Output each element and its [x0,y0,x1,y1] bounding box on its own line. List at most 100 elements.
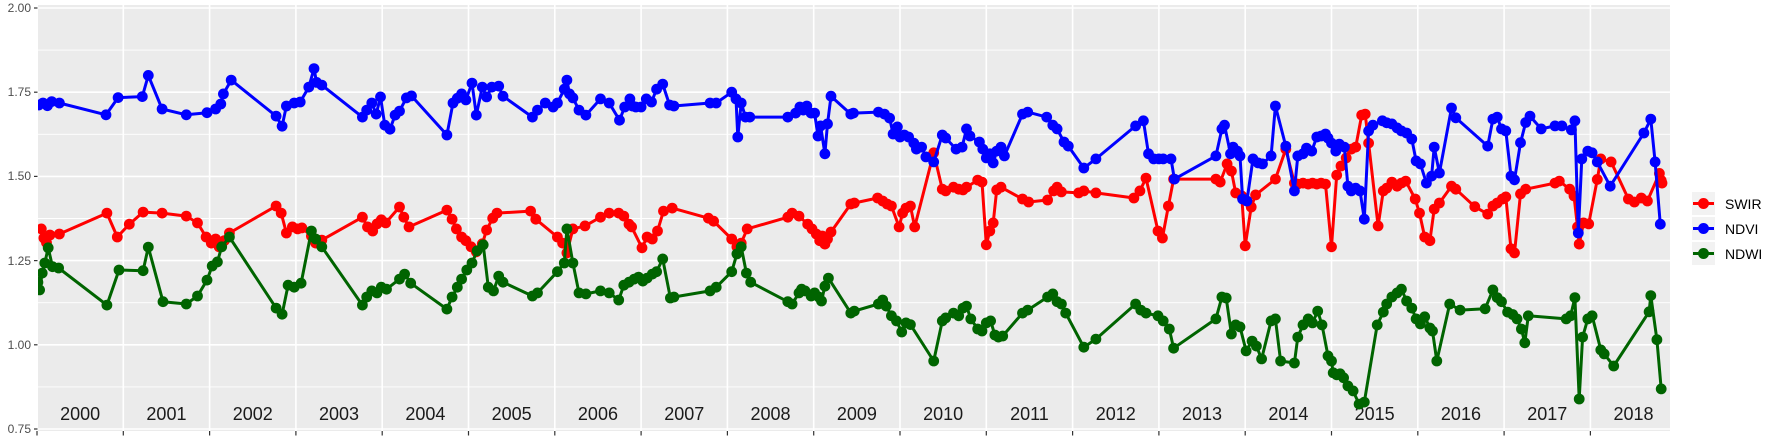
data-point-ndwi [157,296,169,308]
data-point-ndvi [1654,218,1666,230]
data-point-ndwi [1479,303,1491,315]
x-axis-label: 2005 [492,404,532,424]
data-point-ndwi [965,313,977,325]
legend-dot-icon [1698,198,1709,209]
data-point-ndwi [1598,348,1610,360]
data-point-swir [1078,185,1090,197]
data-point-ndwi [1312,305,1324,317]
data-point-swir [976,176,988,188]
data-point-swir [1326,241,1337,253]
data-point-ndwi [567,257,579,269]
y-axis-label: 1.50 [7,169,31,184]
data-point-ndvi [308,63,320,74]
data-point-swir [1434,197,1445,209]
data-point-swir [1157,232,1168,244]
data-point-ndwi [976,325,988,337]
x-axis-label: 2001 [146,404,186,424]
data-point-ndwi [819,280,831,292]
data-point-ndvi [54,97,65,109]
data-point-ndvi [916,141,927,153]
data-point-ndwi [192,290,203,302]
data-point-ndwi [613,294,625,306]
data-point-ndwi [1651,334,1663,346]
data-point-ndwi [657,253,669,265]
data-point-swir [403,221,415,233]
legend-label-ndwi: NDWI [1725,245,1763,262]
data-point-swir [1500,191,1512,203]
data-point-ndwi [53,262,64,274]
data-point-ndvi [552,97,563,109]
x-axis-label: 2016 [1441,404,1481,424]
x-axis-label: 2006 [578,404,618,424]
data-point-ndwi [357,299,368,311]
data-point-ndwi [1573,393,1585,405]
data-point-ndvi [384,123,396,135]
data-point-swir [658,205,669,217]
data-point-ndwi [1210,313,1222,325]
data-point-swir [1424,235,1436,247]
data-point-swir [1520,183,1532,195]
data-point-ndvi [1566,124,1577,136]
data-point-ndvi [1556,120,1568,132]
data-point-ndvi [892,121,903,133]
legend-key-ndwi-icon [1692,242,1715,265]
data-point-swir [1335,160,1347,172]
data-point-swir [275,207,287,219]
data-point-ndvi [180,109,192,121]
data-point-ndwi [1645,290,1657,301]
x-axis-label: 2012 [1096,404,1136,424]
x-axis-labels: 2000 2001 2002 2003 2004 2005 2006 2007 2008 2009… [60,404,1653,424]
data-point-ndwi [1307,317,1318,329]
data-point-ndwi [1163,323,1175,335]
data-point-ndwi [1220,292,1232,304]
data-point-ndwi [1234,321,1246,333]
legend-dot-icon [1698,223,1709,234]
data-point-ndwi [1431,355,1443,367]
data-point-ndvi [1234,150,1246,162]
data-point-swir [1042,194,1053,206]
data-point-ndwi [101,299,113,311]
data-point-ndwi [1519,337,1531,349]
data-point-ndvi [1090,153,1102,165]
data-point-ndvi [1130,120,1141,132]
data-point-ndvi [825,90,837,102]
data-point-swir [1359,108,1371,120]
y-axis-label: 1.25 [7,253,31,268]
data-point-swir [481,224,492,236]
data-point-ndwi [137,265,149,277]
data-point-swir [726,233,738,245]
data-point-swir [1214,176,1226,188]
data-point-ndvi [316,79,328,91]
data-point-swir [1482,208,1494,220]
data-point-ndwi [1565,310,1576,322]
data-point-ndwi [224,231,235,243]
data-point-ndwi [1371,319,1383,331]
x-axis-label: 2002 [233,404,273,424]
x-axis-label: 2010 [923,404,963,424]
data-point-ndvi [940,132,952,144]
data-point-swir [666,202,678,214]
data-point-ndvi [406,90,417,102]
data-point-swir [192,217,203,229]
data-point-ndvi [1062,140,1074,152]
data-point-ndwi [552,266,563,278]
series-layer [38,63,1668,410]
data-point-ndwi [1140,307,1152,319]
data-point-ndwi [1326,355,1337,367]
data-point-swir [1226,165,1237,177]
data-point-ndwi [295,277,307,289]
data-point-ndwi [786,298,798,310]
data-point-ndwi [38,267,48,279]
data-point-swir [1553,175,1565,187]
data-point-ndvi [657,78,669,90]
data-point-swir [101,207,113,219]
data-point-swir [1509,247,1520,259]
data-point-swir [491,207,503,219]
data-point-ndvi [394,105,405,117]
data-point-ndvi [156,103,168,115]
series-ndvi [38,63,1666,239]
data-point-ndvi [595,93,606,105]
data-point-swir [380,217,392,229]
data-point-ndvi [1157,153,1169,165]
data-point-ndwi [651,266,662,278]
